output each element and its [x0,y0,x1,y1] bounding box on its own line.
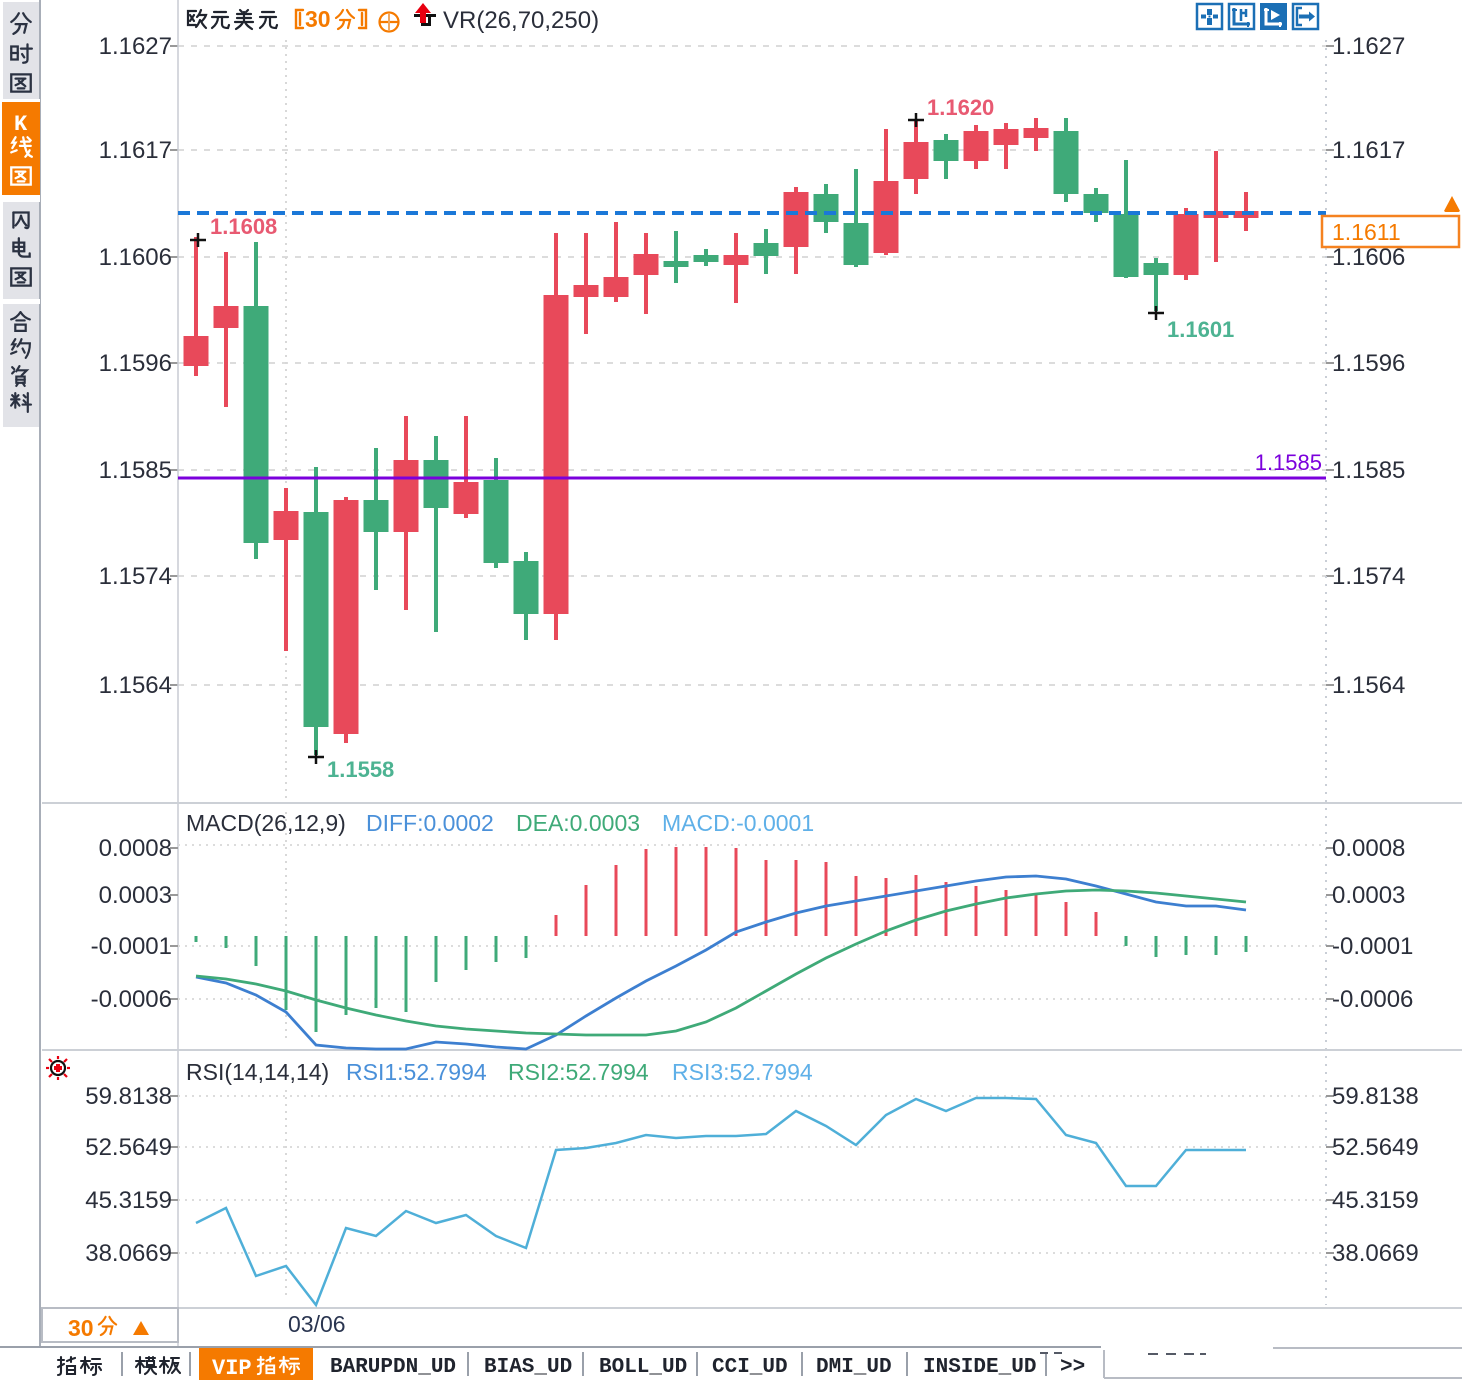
svg-text:DIFF:0.0002: DIFF:0.0002 [366,810,494,836]
svg-text:1.1564: 1.1564 [1332,672,1405,699]
svg-text:1.1596: 1.1596 [99,350,172,377]
svg-text:1.1611: 1.1611 [1332,219,1401,245]
svg-text:RSI1:52.7994: RSI1:52.7994 [346,1059,487,1085]
svg-text:BIAS_UD: BIAS_UD [484,1356,572,1379]
svg-text:>>: >> [1060,1356,1085,1379]
svg-text:59.8138: 59.8138 [1332,1083,1419,1110]
svg-text:38.0669: 38.0669 [85,1240,172,1267]
svg-text:-0.0006: -0.0006 [91,986,172,1013]
svg-text:03/06: 03/06 [288,1311,346,1337]
svg-text:VR(26,70,250): VR(26,70,250) [443,7,599,34]
svg-text:BARUPDN_UD: BARUPDN_UD [330,1356,456,1379]
svg-text:30: 30 [305,6,331,32]
svg-text:45.3159: 45.3159 [85,1187,172,1214]
svg-text:1.1627: 1.1627 [1332,33,1405,60]
svg-text:30: 30 [68,1315,94,1341]
svg-text:1.1574: 1.1574 [1332,563,1405,590]
svg-text:MACD(26,12,9): MACD(26,12,9) [186,810,346,836]
svg-text:1.1608: 1.1608 [210,214,277,239]
svg-text:0.0003: 0.0003 [99,882,172,909]
svg-text:MACD:-0.0001: MACD:-0.0001 [662,810,814,836]
svg-text:RSI2:52.7994: RSI2:52.7994 [508,1059,649,1085]
svg-text:1.1617: 1.1617 [1332,137,1405,164]
svg-text:1.1601: 1.1601 [1167,317,1234,342]
svg-text:1.1564: 1.1564 [99,672,172,699]
svg-text:38.0669: 38.0669 [1332,1240,1419,1267]
svg-text:INSIDE_UD: INSIDE_UD [923,1356,1036,1379]
svg-text:1.1596: 1.1596 [1332,350,1405,377]
svg-text:-0.0001: -0.0001 [1332,933,1413,960]
svg-text:1.1627: 1.1627 [99,33,172,60]
svg-text:1.1606: 1.1606 [99,244,172,271]
svg-text:1.1558: 1.1558 [327,757,394,782]
svg-text:0.0008: 0.0008 [1332,835,1405,862]
svg-text:-0.0001: -0.0001 [91,933,172,960]
svg-text:1.1585: 1.1585 [1255,450,1322,475]
svg-text:VIP: VIP [212,1356,252,1380]
svg-text:0.0008: 0.0008 [99,835,172,862]
svg-text:52.5649: 52.5649 [85,1134,172,1161]
svg-text:1.1606: 1.1606 [1332,244,1405,271]
svg-text:1.1620: 1.1620 [927,95,994,120]
svg-text:1.1585: 1.1585 [99,457,172,484]
svg-text:DEA:0.0003: DEA:0.0003 [516,810,640,836]
svg-text:DMI_UD: DMI_UD [816,1356,892,1379]
svg-text:K: K [14,112,28,137]
svg-text:CCI_UD: CCI_UD [712,1356,788,1379]
svg-text:52.5649: 52.5649 [1332,1134,1419,1161]
svg-text:RSI3:52.7994: RSI3:52.7994 [672,1059,813,1085]
svg-text:-0.0006: -0.0006 [1332,986,1413,1013]
svg-text:1.1617: 1.1617 [99,137,172,164]
svg-text:59.8138: 59.8138 [85,1083,172,1110]
svg-text:BOLL_UD: BOLL_UD [599,1356,687,1379]
svg-text:1.1585: 1.1585 [1332,457,1405,484]
svg-text:45.3159: 45.3159 [1332,1187,1419,1214]
svg-text:0.0003: 0.0003 [1332,882,1405,909]
svg-text:1.1574: 1.1574 [99,563,172,590]
svg-text:RSI(14,14,14): RSI(14,14,14) [186,1059,329,1085]
